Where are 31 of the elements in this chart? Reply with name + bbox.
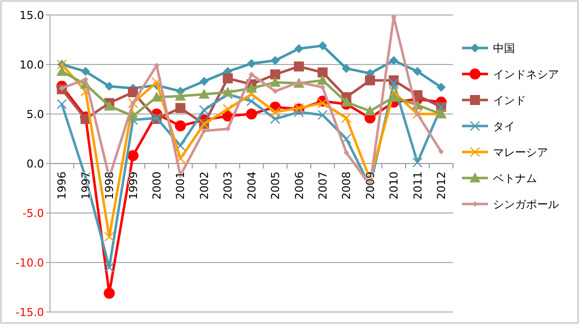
x-tick-label: 2006 — [292, 172, 306, 200]
x-tick-label: 1998 — [103, 172, 116, 200]
x-tick-label: 2002 — [198, 172, 211, 200]
x-tick-label: 2012 — [434, 172, 448, 200]
y-tick-label: 5.0 — [26, 108, 44, 121]
legend-label: インドネシア — [493, 68, 559, 81]
x-tick-label: 2001 — [174, 172, 188, 200]
y-tick-label: 10.0 — [20, 58, 44, 72]
x-tick-label: 1999 — [126, 172, 140, 200]
x-tick-label: 2009 — [364, 172, 377, 200]
x-tick-label: 1996 — [56, 172, 69, 200]
x-tick-label: 2003 — [222, 172, 235, 200]
x-tick-label: 2008 — [340, 172, 354, 200]
legend-label: マレーシア — [493, 146, 548, 159]
x-tick-label: 2011 — [411, 172, 424, 200]
y-tick-label: 0.0 — [26, 157, 44, 170]
legend-label: タイ — [493, 120, 515, 133]
x-tick-label: 2010 — [388, 172, 401, 200]
y-tick-label: -15.0 — [16, 306, 44, 319]
legend-label: シンガポール — [493, 198, 559, 211]
x-tick-label: 2004 — [245, 172, 258, 200]
x-tick-label: 2005 — [269, 172, 282, 200]
legend-label: インド — [493, 94, 526, 107]
legend-label: 中国 — [493, 42, 515, 55]
x-tick-label: 2000 — [150, 172, 164, 200]
y-tick-label: -10.0 — [16, 256, 44, 270]
x-tick-label: 2007 — [316, 172, 330, 200]
x-tick-label: 1997 — [79, 172, 92, 200]
y-tick-label: -5.0 — [22, 206, 44, 220]
y-tick-label: 15.0 — [20, 8, 44, 22]
legend-label: ベトナム — [493, 172, 537, 185]
